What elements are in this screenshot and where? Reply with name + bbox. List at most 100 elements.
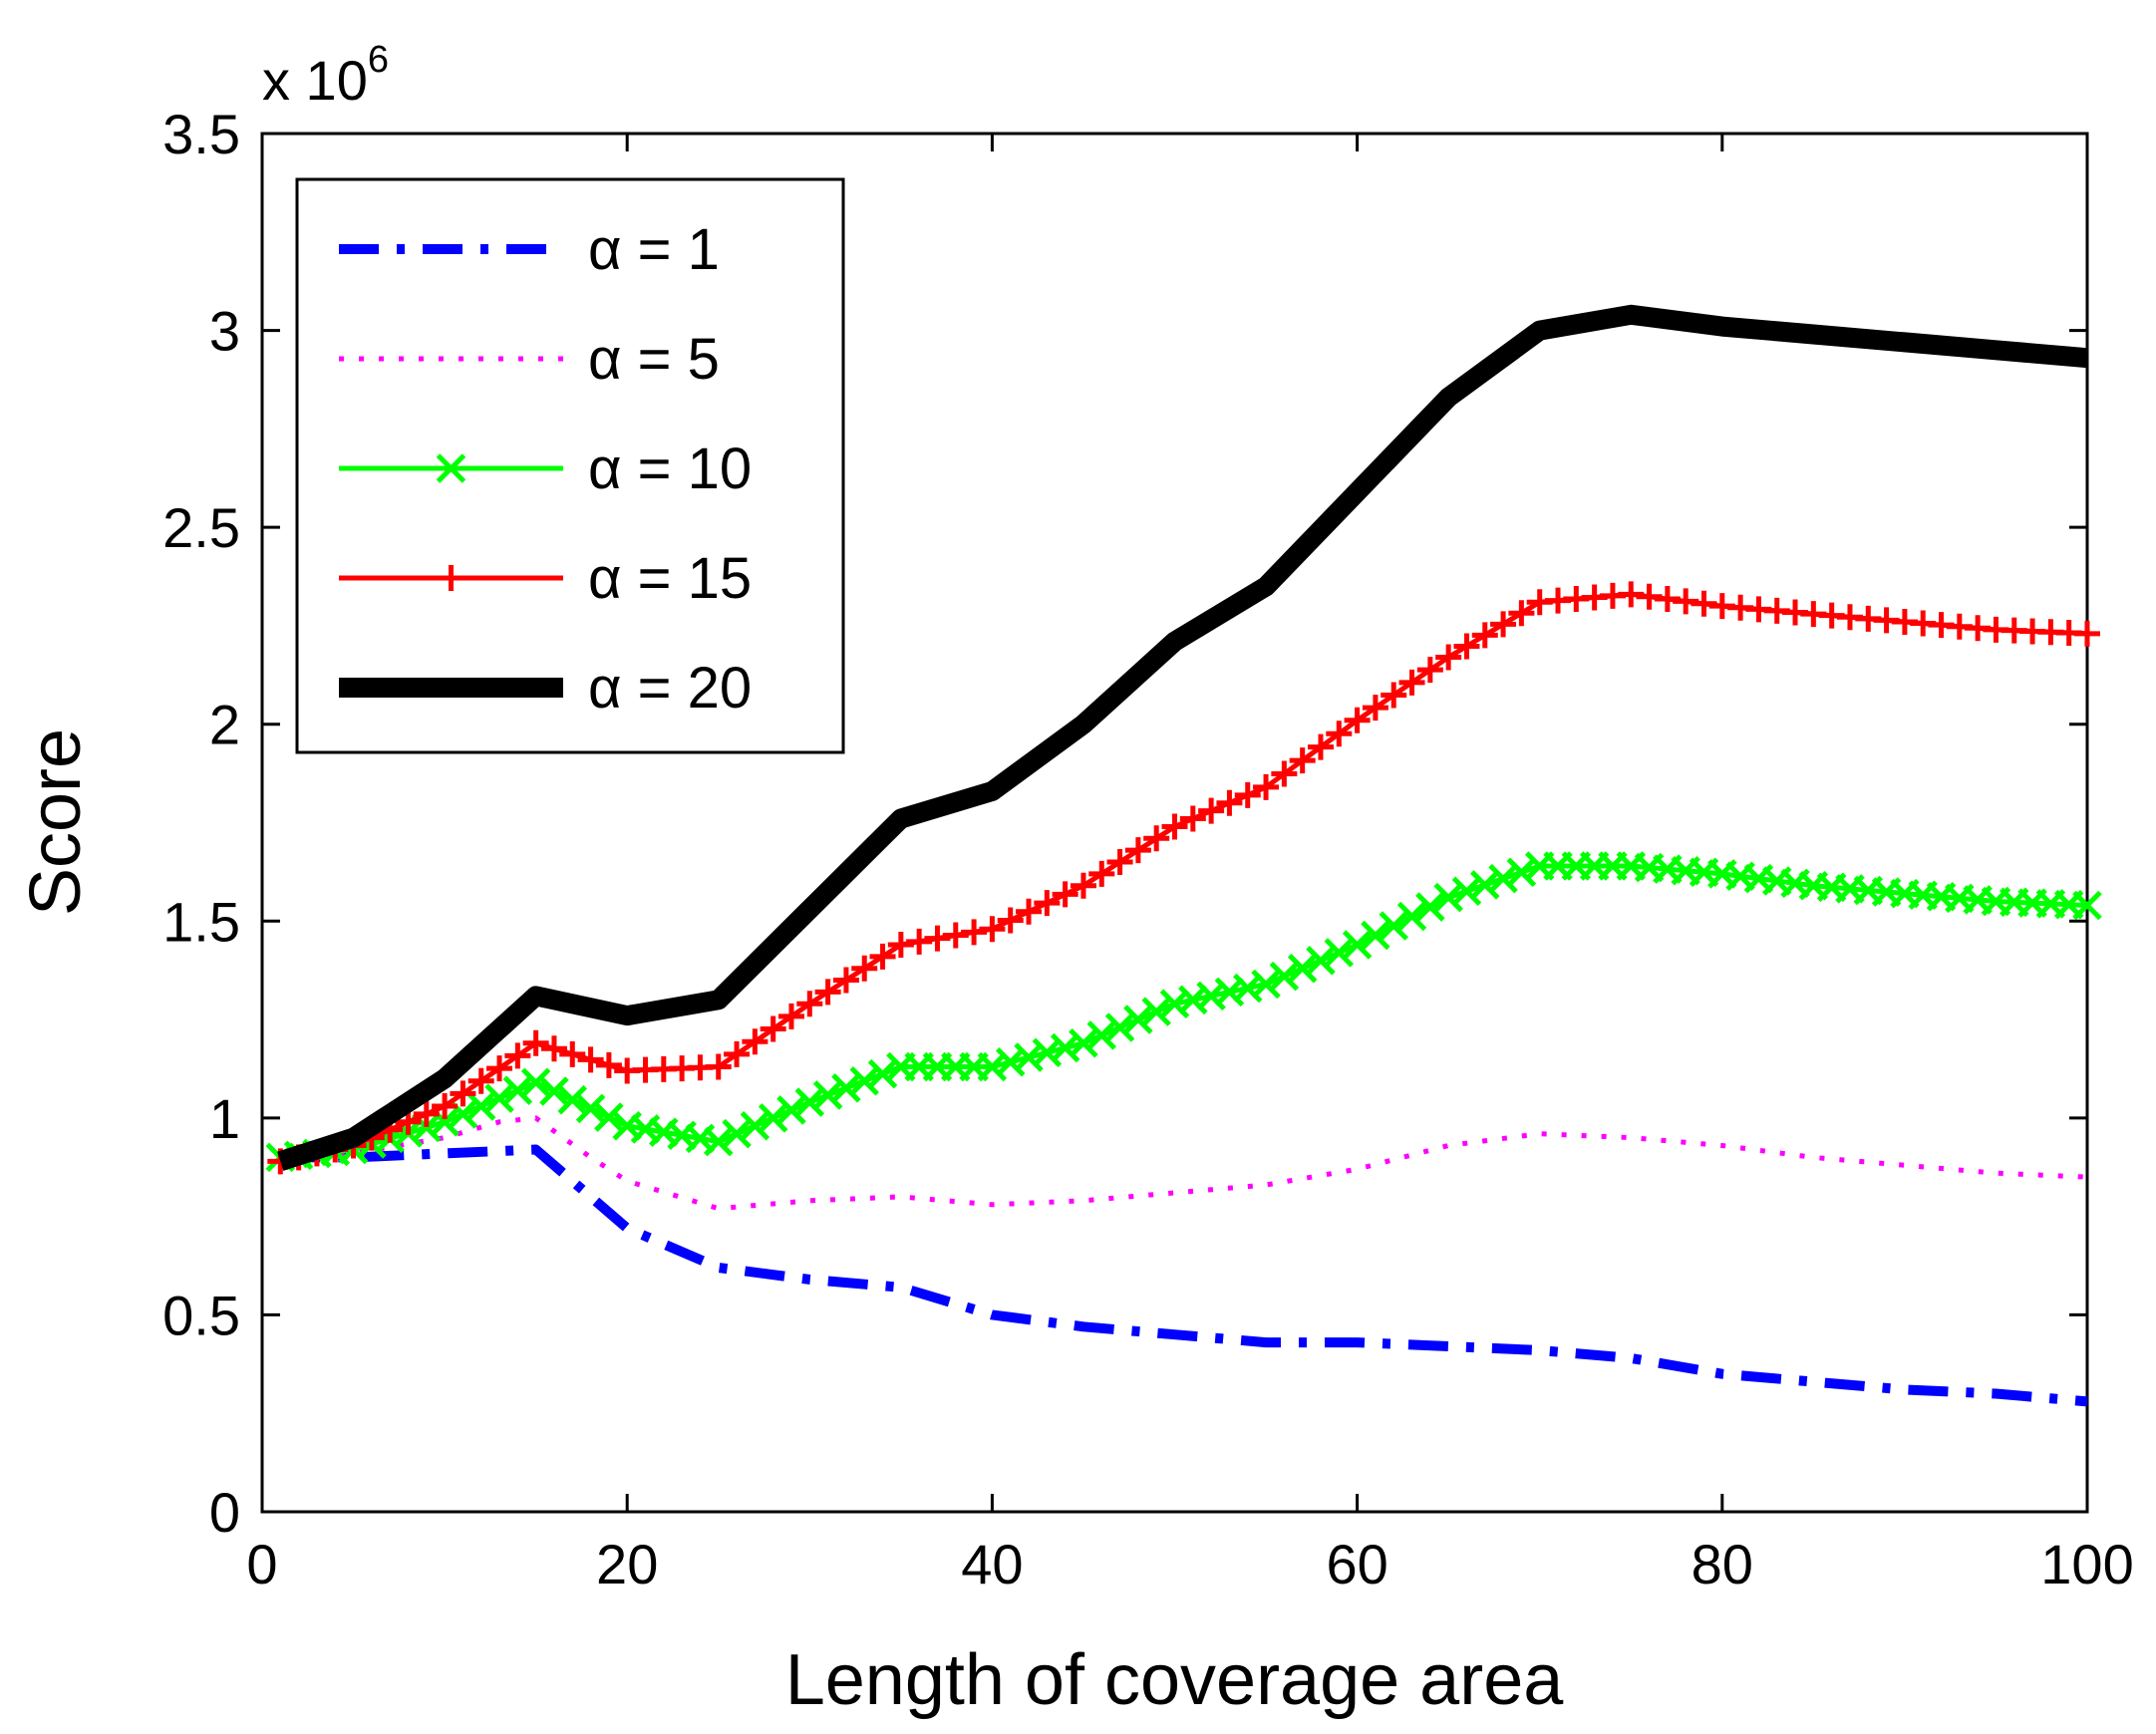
series-point-4 bbox=[777, 1003, 804, 1029]
series-point-4 bbox=[832, 967, 859, 994]
series-point-3 bbox=[812, 1080, 843, 1110]
series-point-3 bbox=[484, 1083, 514, 1113]
x-tick-label: 60 bbox=[1326, 1533, 1387, 1595]
series-point-3 bbox=[703, 1126, 734, 1157]
series-point-4 bbox=[1362, 695, 1388, 722]
series-point-4 bbox=[1326, 721, 1353, 747]
series-point-4 bbox=[1034, 890, 1061, 917]
series-point-4 bbox=[1143, 825, 1170, 852]
series-point-3 bbox=[1123, 1005, 1153, 1034]
series-point-4 bbox=[724, 1040, 751, 1067]
x-tick-label: 80 bbox=[1692, 1533, 1753, 1595]
series-point-3 bbox=[1306, 946, 1336, 976]
series-point-4 bbox=[760, 1015, 786, 1042]
series-point-4 bbox=[1016, 898, 1043, 925]
y-tick-label: 1 bbox=[209, 1087, 240, 1150]
series-point-4 bbox=[1453, 633, 1480, 660]
legend-label-5: α = 20 bbox=[588, 656, 752, 721]
series-point-3 bbox=[758, 1103, 788, 1133]
series-point-4 bbox=[1344, 707, 1371, 733]
x-tick-label: 100 bbox=[2040, 1533, 2133, 1595]
series-point-4 bbox=[1070, 872, 1096, 899]
series-point-3 bbox=[1014, 1042, 1044, 1072]
series-point-3 bbox=[1379, 911, 1408, 941]
series-point-4 bbox=[924, 925, 951, 952]
series-point-3 bbox=[794, 1087, 825, 1117]
series-point-4 bbox=[1179, 805, 1206, 832]
series-point-3 bbox=[776, 1095, 806, 1125]
series-point-4 bbox=[1435, 644, 1462, 671]
series-point-3 bbox=[1433, 882, 1463, 913]
series-point-4 bbox=[1271, 760, 1298, 787]
y-axis-label: Score bbox=[16, 728, 96, 916]
series-point-3 bbox=[1050, 1032, 1080, 1063]
legend-label-4: α = 15 bbox=[588, 546, 752, 611]
series-point-3 bbox=[502, 1075, 533, 1105]
series-point-4 bbox=[504, 1042, 531, 1069]
series-point-3 bbox=[1086, 1020, 1117, 1050]
axes-layer: 0 20 40 60 80 100 0 0.5 1 1.5 2 2.5 3 3.5 bbox=[162, 103, 2134, 1595]
legend-items: α = 1 α = 5 α = 10 α = 15 α = 20 bbox=[339, 217, 752, 721]
series-point-3 bbox=[1104, 1012, 1135, 1042]
series-point-4 bbox=[559, 1040, 586, 1067]
series-point-3 bbox=[1269, 961, 1300, 992]
y-tick-label: 3 bbox=[209, 300, 240, 363]
series-point-4 bbox=[851, 955, 878, 982]
series-point-4 bbox=[814, 979, 841, 1006]
series-point-4 bbox=[2074, 620, 2100, 647]
series-point-4 bbox=[979, 916, 1006, 943]
series-point-3 bbox=[1506, 857, 1537, 888]
y-tick-label: 0.5 bbox=[162, 1284, 240, 1346]
series-point-4 bbox=[1398, 669, 1425, 696]
series-line-1 bbox=[280, 1144, 2088, 1407]
series-point-4 bbox=[450, 1080, 476, 1107]
y-tick-label: 0 bbox=[209, 1481, 240, 1544]
series-point-4 bbox=[742, 1028, 769, 1055]
series-point-3 bbox=[977, 1051, 1008, 1082]
y-tick-label: 1.5 bbox=[162, 890, 240, 953]
series-point-3 bbox=[1251, 969, 1281, 1000]
series-point-4 bbox=[869, 943, 896, 970]
x-tick-label: 20 bbox=[596, 1533, 658, 1595]
series-point-3 bbox=[594, 1102, 624, 1132]
series-point-4 bbox=[1381, 682, 1407, 709]
legend-marker-4 bbox=[438, 565, 464, 591]
series-point-4 bbox=[1307, 733, 1334, 760]
series-point-4 bbox=[1416, 657, 1443, 684]
series-point-4 bbox=[1471, 622, 1498, 649]
x-tick-label: 0 bbox=[246, 1533, 277, 1595]
series-point-4 bbox=[796, 991, 823, 1017]
series-point-4 bbox=[1106, 849, 1133, 876]
series-point-3 bbox=[1396, 901, 1427, 932]
series-point-4 bbox=[1198, 797, 1225, 824]
series-point-4 bbox=[887, 931, 914, 958]
series-point-4 bbox=[1289, 747, 1316, 774]
series-point-3 bbox=[1032, 1037, 1063, 1068]
y-multiplier: x 106 bbox=[262, 39, 389, 112]
series-point-4 bbox=[522, 1029, 549, 1056]
series-point-4 bbox=[1490, 611, 1517, 638]
series-point-4 bbox=[1124, 837, 1151, 864]
series-layer bbox=[265, 304, 2102, 1407]
series-point-3 bbox=[1287, 953, 1318, 984]
series-point-4 bbox=[486, 1055, 513, 1082]
series-4 bbox=[267, 581, 2100, 1175]
series-point-3 bbox=[722, 1118, 752, 1149]
series-point-4 bbox=[961, 919, 988, 946]
series-point-3 bbox=[575, 1093, 606, 1124]
series-point-4 bbox=[1052, 881, 1078, 908]
series-point-4 bbox=[413, 1100, 440, 1127]
series-point-3 bbox=[1361, 920, 1390, 951]
series-point-3 bbox=[539, 1076, 569, 1106]
series-point-3 bbox=[1324, 938, 1355, 968]
series-point-4 bbox=[1161, 813, 1188, 840]
y-tick-label: 2 bbox=[209, 694, 240, 756]
series-point-3 bbox=[520, 1067, 551, 1098]
series-point-3 bbox=[1470, 870, 1500, 900]
y-tick-label: 2.5 bbox=[162, 496, 240, 559]
series-point-4 bbox=[595, 1051, 622, 1078]
series-point-3 bbox=[465, 1091, 496, 1121]
series-point-3 bbox=[1342, 930, 1373, 960]
